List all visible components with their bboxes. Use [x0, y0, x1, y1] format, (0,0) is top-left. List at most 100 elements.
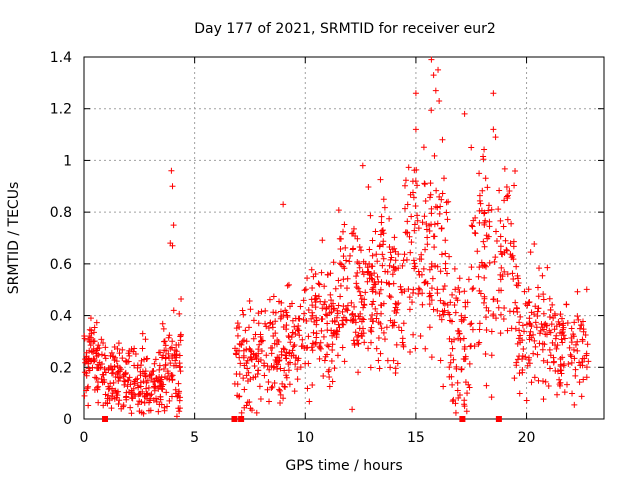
- data-point: [497, 311, 504, 318]
- data-point: [547, 329, 554, 336]
- data-point: [411, 260, 418, 267]
- data-point: [476, 197, 483, 204]
- data-point: [276, 386, 283, 393]
- data-point: [368, 275, 375, 282]
- data-point: [359, 162, 366, 169]
- data-point: [428, 107, 435, 114]
- data-point: [127, 404, 134, 411]
- data-point: [98, 375, 105, 382]
- data-point: [91, 324, 98, 331]
- data-point: [344, 302, 351, 309]
- data-point: [152, 356, 159, 363]
- data-point: [337, 282, 344, 289]
- data-point: [476, 264, 483, 271]
- data-point: [461, 343, 468, 350]
- data-point: [266, 366, 273, 373]
- data-point: [437, 357, 444, 364]
- data-point: [144, 390, 151, 397]
- data-point: [561, 335, 568, 342]
- data-point: [377, 286, 384, 293]
- data-point: [479, 262, 486, 269]
- data-point: [129, 395, 136, 402]
- data-point: [458, 318, 465, 325]
- data-point: [287, 339, 294, 346]
- data-point: [169, 242, 176, 249]
- data-point: [277, 391, 284, 398]
- data-point: [410, 331, 417, 338]
- data-point: [490, 312, 497, 319]
- data-point: [156, 378, 163, 385]
- data-point: [305, 307, 312, 314]
- data-point: [84, 385, 91, 392]
- data-point: [553, 323, 560, 330]
- data-point: [339, 308, 346, 315]
- data-point: [140, 378, 147, 385]
- data-point: [417, 332, 424, 339]
- data-point: [381, 204, 388, 211]
- data-point: [467, 321, 474, 328]
- data-point: [364, 278, 371, 285]
- data-point: [87, 315, 94, 322]
- data-point: [289, 317, 296, 324]
- data-point: [428, 354, 435, 361]
- zero-marker: [231, 416, 238, 422]
- data-point: [421, 213, 428, 220]
- data-point: [441, 282, 448, 289]
- data-point: [490, 90, 497, 97]
- data-point: [523, 397, 530, 404]
- data-point: [337, 293, 344, 300]
- data-point: [461, 314, 468, 321]
- data-point: [406, 233, 413, 240]
- data-point: [327, 291, 334, 298]
- data-point: [304, 385, 311, 392]
- data-point: [340, 314, 347, 321]
- data-point: [568, 359, 575, 366]
- data-point: [531, 311, 538, 318]
- data-point: [422, 345, 429, 352]
- data-point: [121, 371, 128, 378]
- data-point: [367, 364, 374, 371]
- data-point: [355, 285, 362, 292]
- data-point: [513, 263, 520, 270]
- data-point: [308, 266, 315, 273]
- data-point: [163, 389, 170, 396]
- data-point: [270, 333, 277, 340]
- data-point: [333, 331, 340, 338]
- data-point: [280, 201, 287, 208]
- data-point: [358, 247, 365, 254]
- data-point: [245, 369, 252, 376]
- data-point: [122, 369, 129, 376]
- data-point: [259, 337, 266, 344]
- data-point: [365, 184, 372, 191]
- data-point: [520, 346, 527, 353]
- data-point: [424, 234, 431, 241]
- data-point: [528, 379, 535, 386]
- data-point: [585, 358, 592, 365]
- data-point: [399, 339, 406, 346]
- data-point: [294, 366, 301, 373]
- data-point: [367, 212, 374, 219]
- data-point: [485, 207, 492, 214]
- data-point: [389, 319, 396, 326]
- data-point: [384, 357, 391, 364]
- data-point: [138, 398, 145, 405]
- data-point: [535, 293, 542, 300]
- data-point: [326, 366, 333, 373]
- data-point: [116, 397, 123, 404]
- data-point: [349, 246, 356, 253]
- data-point: [552, 341, 559, 348]
- data-point: [412, 126, 419, 133]
- data-point: [329, 318, 336, 325]
- data-point: [323, 304, 330, 311]
- data-point: [315, 280, 322, 287]
- data-point: [577, 362, 584, 369]
- data-point: [566, 344, 573, 351]
- data-point: [458, 365, 465, 372]
- data-point: [353, 280, 360, 287]
- data-point: [313, 321, 320, 328]
- data-point: [240, 311, 247, 318]
- data-point: [369, 301, 376, 308]
- data-point: [420, 144, 427, 151]
- data-point: [501, 304, 508, 311]
- zero-marker: [102, 416, 109, 422]
